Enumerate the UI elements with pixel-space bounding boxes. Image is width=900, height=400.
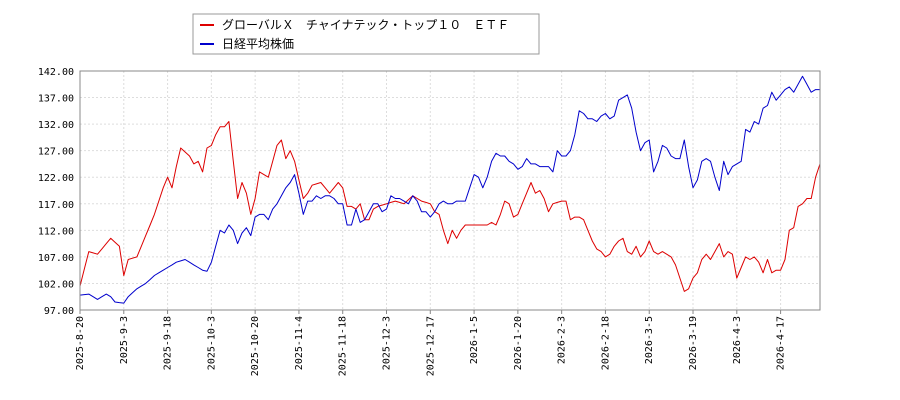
y-axis: 97.00 102.00 107.00 112.00 117.00 122.00 127.0… bbox=[38, 67, 74, 317]
grid bbox=[79, 70, 820, 311]
y-tick-label: 112.00 bbox=[38, 226, 74, 237]
x-tick-label: 2025-11-4 bbox=[294, 316, 305, 370]
x-tick-label: 2025-9-3 bbox=[119, 316, 130, 364]
x-axis: 2025-8-20 2025-9-3 2025-9-18 2025-10-3 2025-… bbox=[75, 310, 787, 376]
y-tick-label: 142.00 bbox=[38, 67, 74, 78]
y-tick-label: 122.00 bbox=[38, 173, 74, 184]
legend-label-1: 日経平均株価 bbox=[222, 36, 294, 51]
x-tick-label: 2026-1-5 bbox=[469, 316, 480, 364]
x-tick-label: 2025-11-18 bbox=[338, 316, 349, 376]
x-tick-label: 2026-3-19 bbox=[688, 316, 699, 370]
y-tick-label: 107.00 bbox=[38, 253, 74, 264]
x-tick-label: 2026-2-18 bbox=[600, 316, 611, 370]
y-tick-label: 137.00 bbox=[38, 94, 74, 105]
legend: グローバルＸ チャイナテック・トップ１０ ＥＴＦ 日経平均株価 bbox=[192, 13, 540, 55]
x-tick-label: 2025-8-20 bbox=[75, 316, 86, 370]
legend-box bbox=[192, 13, 540, 55]
x-tick-label: 2026-4-17 bbox=[776, 316, 787, 370]
plot-frame bbox=[79, 70, 821, 311]
y-tick-label: 117.00 bbox=[38, 200, 74, 211]
x-tick-label: 2025-12-17 bbox=[425, 316, 436, 376]
y-tick-label: 127.00 bbox=[38, 147, 74, 158]
x-tick-label: 2025-12-3 bbox=[382, 316, 393, 370]
x-tick-label: 2025-10-3 bbox=[206, 316, 217, 370]
x-tick-label: 2026-3-5 bbox=[644, 316, 655, 364]
y-tick-label: 132.00 bbox=[38, 120, 74, 131]
x-tick-label: 2026-4-3 bbox=[732, 316, 743, 364]
x-tick-label: 2025-9-18 bbox=[163, 316, 174, 370]
series-layer bbox=[79, 75, 821, 304]
y-tick-label: 102.00 bbox=[38, 279, 74, 290]
series-line-0 bbox=[79, 121, 821, 292]
x-tick-label: 2026-1-20 bbox=[513, 316, 524, 370]
x-tick-label: 2025-10-20 bbox=[250, 316, 261, 376]
series-line-1 bbox=[79, 75, 820, 304]
legend-label-0: グローバルＸ チャイナテック・トップ１０ ＥＴＦ bbox=[222, 18, 509, 32]
y-tick-label: 97.00 bbox=[44, 306, 74, 317]
x-tick-label: 2026-2-3 bbox=[557, 316, 568, 364]
